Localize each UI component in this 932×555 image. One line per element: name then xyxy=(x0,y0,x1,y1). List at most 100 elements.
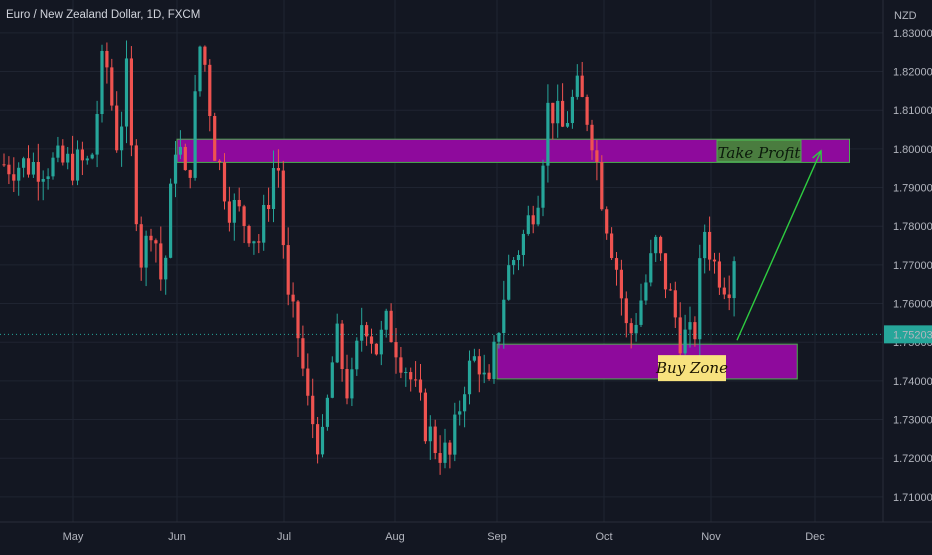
candle-down xyxy=(409,372,413,380)
candle-down xyxy=(717,261,721,288)
candle-up xyxy=(698,258,702,340)
candle-down xyxy=(580,75,584,97)
candle-up xyxy=(379,329,383,355)
buy-zone-label-box xyxy=(658,355,726,382)
candle-up xyxy=(271,168,276,210)
candle-down xyxy=(2,164,6,166)
candle-down xyxy=(663,253,668,290)
candle-up xyxy=(404,372,408,374)
candle-up xyxy=(355,340,359,370)
buy-zone-label: Buy Zone xyxy=(655,359,728,377)
candle-up xyxy=(320,426,325,455)
candle-down xyxy=(311,395,315,425)
candle-down xyxy=(561,100,565,127)
candle-up xyxy=(66,153,70,163)
candle-down xyxy=(286,245,290,295)
y-tick-label: 1.76000 xyxy=(893,299,932,311)
candle-down xyxy=(693,322,697,340)
candle-down xyxy=(110,67,114,106)
candle-down xyxy=(36,161,40,182)
candle-down xyxy=(105,50,109,68)
candle-down xyxy=(448,442,452,455)
candle-up xyxy=(90,154,94,159)
candle-down xyxy=(624,298,628,324)
candle-up xyxy=(541,165,545,208)
candle-up xyxy=(570,96,574,124)
candle-down xyxy=(345,369,349,399)
candle-up xyxy=(198,46,202,92)
buy-zone xyxy=(496,343,798,380)
candle-down xyxy=(423,392,427,442)
candle-up xyxy=(634,324,638,334)
candle-up xyxy=(31,161,35,175)
candle-up xyxy=(463,394,467,412)
candle-up xyxy=(472,356,476,361)
candle-up xyxy=(51,157,55,177)
take-profit-zone xyxy=(176,138,850,163)
candle-down xyxy=(551,102,555,124)
candle-up xyxy=(654,236,658,254)
candle-down xyxy=(433,426,437,454)
x-tick-label: Jul xyxy=(277,531,291,543)
candle-up xyxy=(443,442,447,463)
candle-up xyxy=(193,91,197,178)
candle-down xyxy=(394,342,398,358)
candle-up xyxy=(502,299,506,334)
candle-down xyxy=(257,241,261,243)
candle-up xyxy=(497,333,501,342)
candle-down xyxy=(213,116,217,161)
candle-down xyxy=(306,368,310,396)
candle-down xyxy=(619,269,623,299)
candle-up xyxy=(252,241,256,244)
price-tag-label: 1.75203 xyxy=(893,329,932,341)
candle-down xyxy=(418,379,423,393)
candle-down xyxy=(438,453,442,463)
candle-up xyxy=(120,126,124,151)
candle-down xyxy=(227,201,231,223)
candle-up xyxy=(75,149,80,181)
candle-up xyxy=(85,158,89,161)
candle-down xyxy=(296,301,300,339)
candle-up xyxy=(482,372,486,375)
y-tick-label: 1.74000 xyxy=(893,376,932,388)
candle-down xyxy=(242,206,246,226)
candle-up xyxy=(164,257,168,280)
candle-up xyxy=(428,426,432,442)
candle-down xyxy=(374,343,378,355)
x-tick-label: Dec xyxy=(805,531,825,543)
take-profit-label: Take Profit xyxy=(718,144,802,162)
candle-down xyxy=(316,424,320,455)
candle-down xyxy=(218,160,222,163)
candle-down xyxy=(365,325,369,337)
candle-down xyxy=(276,168,280,171)
candle-up xyxy=(536,207,540,225)
candle-up xyxy=(732,261,736,299)
candle-up xyxy=(262,204,266,243)
candle-down xyxy=(7,164,11,175)
x-tick-label: Sep xyxy=(487,531,507,543)
candle-up xyxy=(56,145,60,158)
candle-up xyxy=(169,183,173,258)
x-tick-label: May xyxy=(63,531,84,543)
candle-up xyxy=(173,154,178,184)
x-tick-label: Nov xyxy=(701,531,721,543)
candle-down xyxy=(708,231,712,260)
candle-up xyxy=(22,158,26,168)
y-tick-label: 1.82000 xyxy=(893,67,932,79)
candle-down xyxy=(585,96,589,125)
y-tick-label: 1.71000 xyxy=(893,492,932,504)
candle-down xyxy=(134,145,138,225)
candle-up xyxy=(565,123,570,127)
candle-up xyxy=(575,75,579,97)
y-tick-label: 1.80000 xyxy=(893,144,932,156)
candle-up xyxy=(124,58,129,127)
candle-down xyxy=(12,174,16,181)
x-tick-label: Oct xyxy=(595,531,612,543)
y-tick-label: 1.83000 xyxy=(893,28,932,40)
candle-down xyxy=(301,338,305,369)
candle-down xyxy=(129,58,133,146)
candle-up xyxy=(556,100,560,124)
candle-down xyxy=(159,243,163,280)
price-tag xyxy=(884,325,932,344)
